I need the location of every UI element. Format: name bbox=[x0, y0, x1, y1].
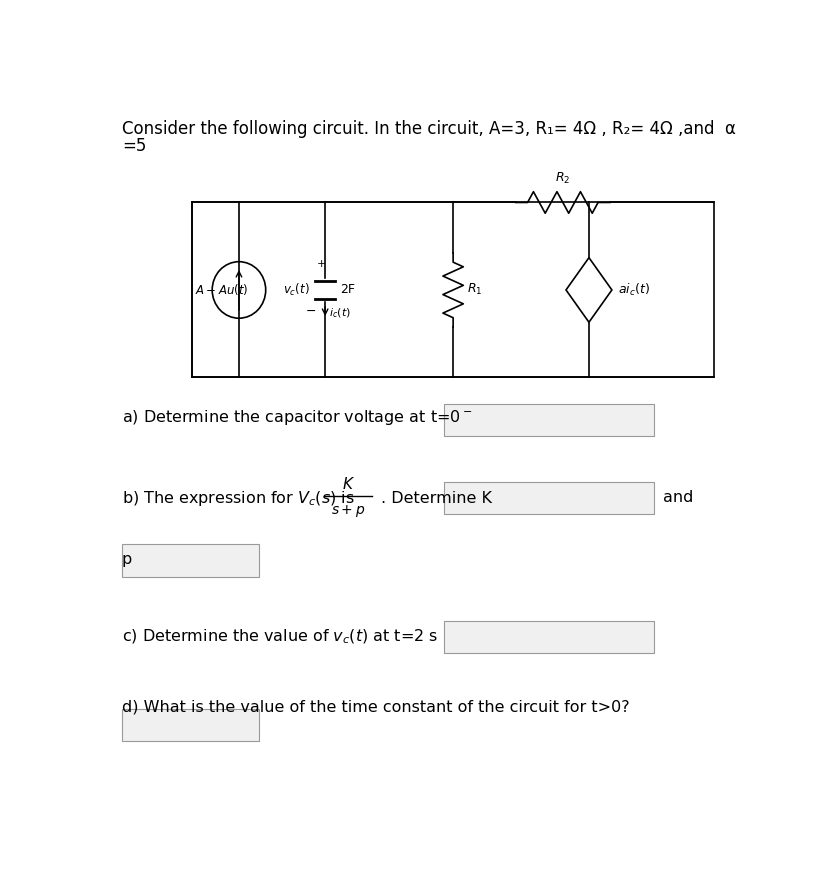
Text: and: and bbox=[663, 490, 694, 505]
FancyBboxPatch shape bbox=[444, 621, 653, 654]
FancyBboxPatch shape bbox=[444, 404, 653, 436]
Text: $R_1$: $R_1$ bbox=[467, 282, 483, 297]
Text: Consider the following circuit. In the circuit, A=3, R₁= 4Ω , R₂= 4Ω ,and  α: Consider the following circuit. In the c… bbox=[122, 120, 736, 138]
Text: =5: =5 bbox=[122, 137, 146, 156]
FancyBboxPatch shape bbox=[122, 709, 259, 741]
Text: $A - Au(t)$: $A - Au(t)$ bbox=[195, 282, 248, 297]
Text: c) Determine the value of $v_c(t)$ at t=2 s: c) Determine the value of $v_c(t)$ at t=… bbox=[122, 628, 438, 646]
FancyBboxPatch shape bbox=[122, 545, 259, 577]
Text: d) What is the value of the time constant of the circuit for t>0?: d) What is the value of the time constan… bbox=[122, 700, 630, 715]
Text: $s+p$: $s+p$ bbox=[330, 503, 365, 518]
Text: . Determine K: . Determine K bbox=[381, 491, 492, 506]
Text: $R_2$: $R_2$ bbox=[555, 170, 570, 185]
Text: $i_c(t)$: $i_c(t)$ bbox=[329, 307, 351, 320]
Polygon shape bbox=[566, 258, 612, 323]
Text: +: + bbox=[584, 272, 593, 281]
Text: −: − bbox=[584, 299, 593, 309]
Text: $K$: $K$ bbox=[341, 475, 354, 492]
Text: 2F: 2F bbox=[340, 283, 355, 296]
FancyBboxPatch shape bbox=[444, 482, 653, 514]
Text: b) The expression for $V_c(s)$ is: b) The expression for $V_c(s)$ is bbox=[122, 489, 355, 508]
Text: $v_c(t)$: $v_c(t)$ bbox=[284, 282, 310, 298]
Text: $ai_c(t)$: $ai_c(t)$ bbox=[618, 282, 650, 298]
Bar bbox=[192, 203, 714, 378]
Text: +: + bbox=[317, 259, 326, 269]
Text: $-$: $-$ bbox=[305, 304, 316, 317]
Text: a) Determine the capacitor voltage at t=0$^-$: a) Determine the capacitor voltage at t=… bbox=[122, 408, 472, 427]
Text: p: p bbox=[122, 551, 132, 566]
